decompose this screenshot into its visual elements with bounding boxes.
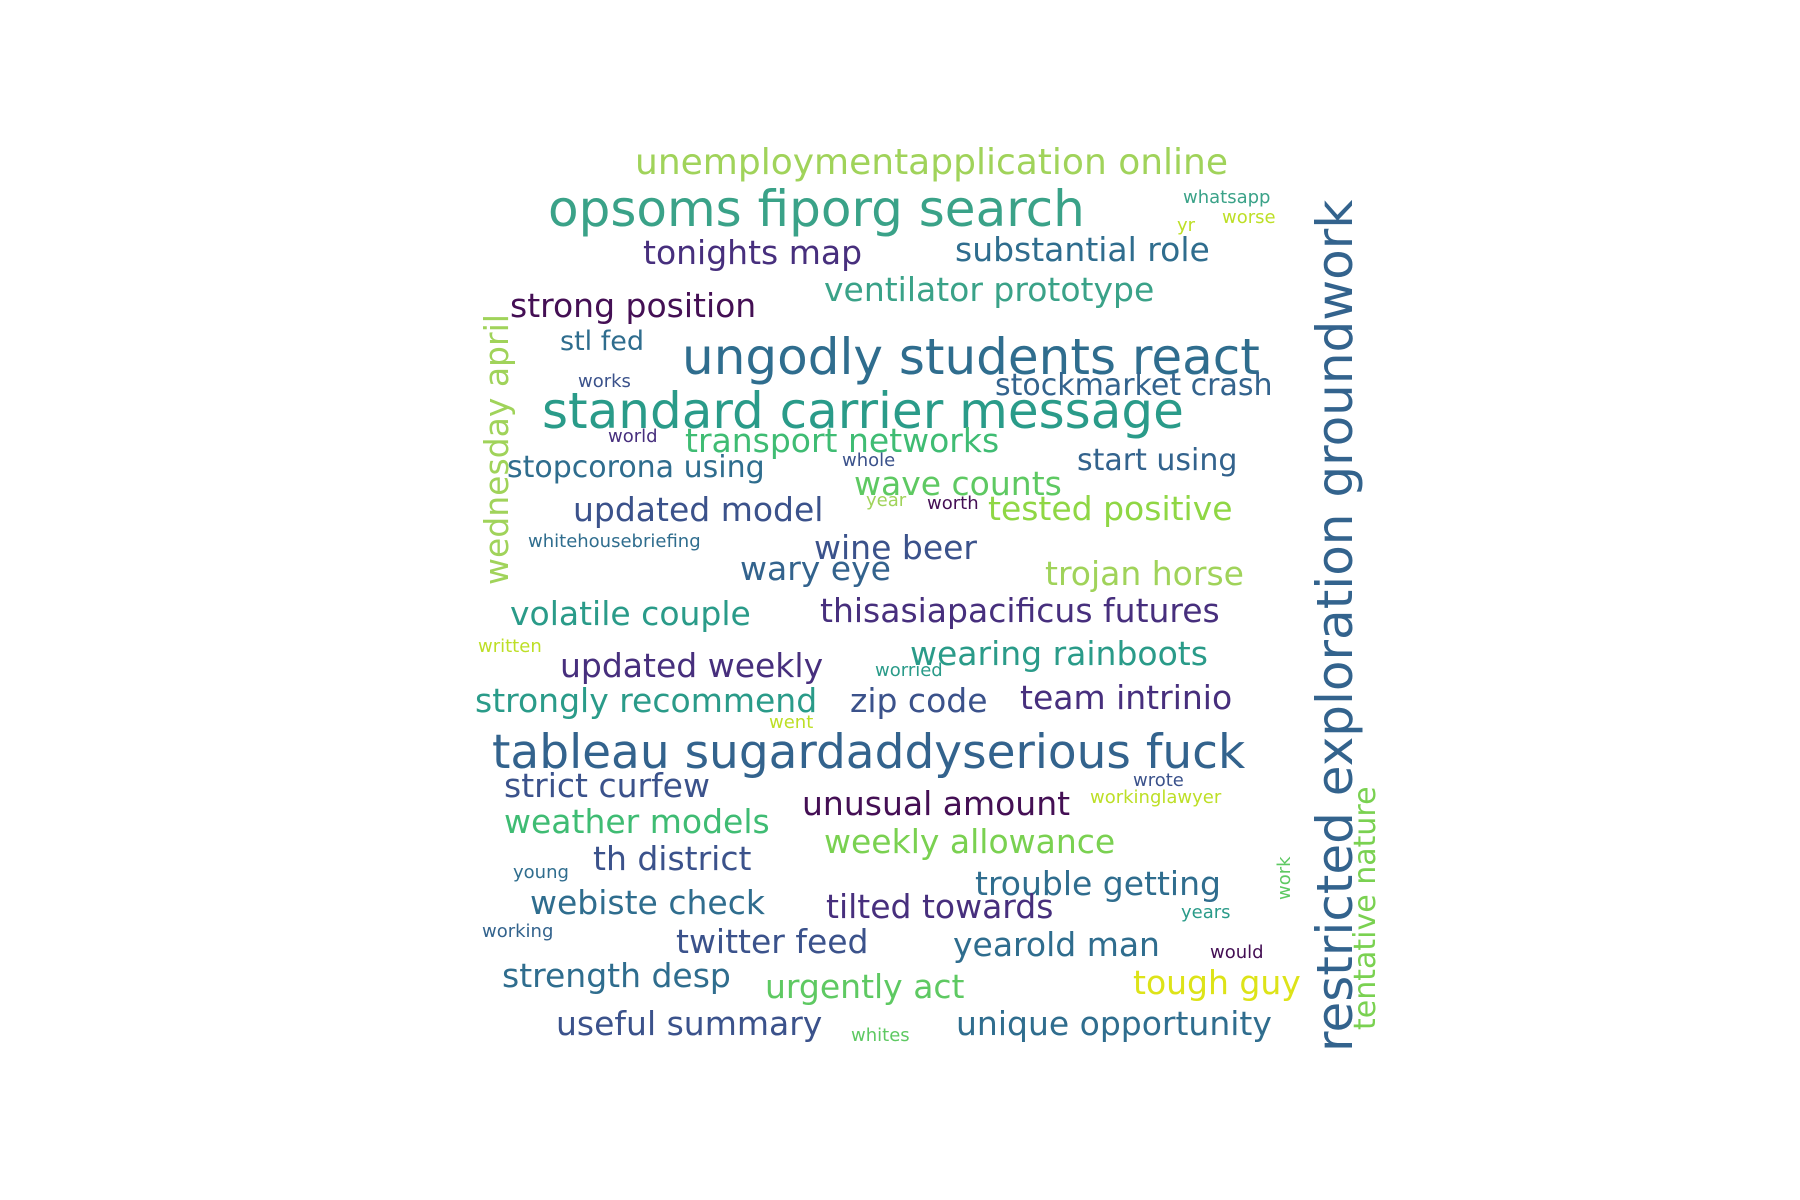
cloud-word: weekly allowance: [824, 822, 1115, 861]
cloud-word: wary eye: [740, 549, 891, 588]
cloud-word: strongly recommend: [475, 681, 817, 720]
cloud-word: unique opportunity: [956, 1004, 1272, 1043]
cloud-word: young: [513, 862, 569, 883]
cloud-word: years: [1181, 902, 1231, 923]
cloud-word: strict curfew: [504, 766, 710, 805]
cloud-word: wednesday april: [477, 314, 516, 585]
cloud-word: stockmarket crash: [995, 368, 1272, 403]
cloud-word: tilted towards: [826, 887, 1053, 926]
cloud-word: stl fed: [560, 326, 644, 357]
cloud-word: working: [482, 921, 553, 942]
cloud-word: work: [1274, 856, 1295, 900]
cloud-word: unemploymentapplication online: [635, 142, 1228, 183]
cloud-word: tentative nature: [1348, 786, 1383, 1030]
cloud-word: weather models: [504, 802, 770, 841]
cloud-word: team intrinio: [1020, 678, 1232, 717]
cloud-word: works: [578, 371, 631, 392]
cloud-word: whatsapp: [1183, 187, 1270, 208]
cloud-word: webiste check: [530, 883, 766, 922]
cloud-word: transport networks: [685, 421, 999, 460]
cloud-word: stopcorona using: [507, 450, 765, 485]
cloud-word: updated weekly: [560, 646, 823, 685]
cloud-word: tonights map: [643, 233, 862, 272]
cloud-word: wrote: [1133, 770, 1184, 791]
cloud-word: tableau sugardaddyserious fuck: [492, 725, 1246, 780]
cloud-word: trojan horse: [1045, 554, 1244, 593]
cloud-word: yr: [1177, 215, 1196, 236]
cloud-word: updated model: [573, 490, 823, 529]
cloud-word: start using: [1077, 443, 1237, 478]
cloud-word: zip code: [850, 681, 988, 720]
cloud-word: strong position: [510, 286, 756, 325]
cloud-word: worth: [927, 493, 979, 514]
cloud-word: tested positive: [988, 489, 1233, 528]
cloud-word: thisasiapacificus futures: [820, 591, 1220, 630]
cloud-word: tough guy: [1133, 963, 1301, 1002]
cloud-word: worse: [1222, 207, 1276, 228]
cloud-word: year: [866, 490, 907, 511]
cloud-word: volatile couple: [510, 594, 751, 633]
cloud-word: ventilator prototype: [824, 270, 1154, 309]
cloud-word: opsoms fiporg search: [548, 180, 1085, 238]
cloud-word: went: [769, 712, 813, 733]
cloud-word: worried: [875, 660, 943, 681]
cloud-word: trouble getting: [975, 864, 1221, 903]
cloud-word: th district: [593, 839, 751, 878]
cloud-word: written: [478, 636, 542, 657]
cloud-word: urgently act: [765, 967, 965, 1006]
cloud-word: wine beer: [814, 528, 977, 567]
cloud-word: whitehousebriefing: [528, 531, 701, 552]
cloud-word: wearing rainboots: [910, 634, 1208, 673]
cloud-word: strength desp: [502, 956, 731, 995]
cloud-word: twitter feed: [676, 922, 869, 961]
cloud-word: yearold man: [953, 925, 1160, 964]
cloud-word: would: [1210, 942, 1264, 963]
cloud-word: whole: [842, 450, 895, 471]
cloud-word: wave counts: [854, 464, 1062, 503]
cloud-word: ungodly students react: [682, 328, 1260, 386]
cloud-word: world: [608, 426, 658, 447]
cloud-word: workinglawyer: [1090, 787, 1222, 808]
cloud-word: useful summary: [556, 1004, 822, 1043]
cloud-word: unusual amount: [802, 784, 1070, 823]
cloud-word: restricted exploration groundwork: [1306, 200, 1364, 1052]
cloud-word: whites: [851, 1025, 910, 1046]
cloud-word: substantial role: [955, 230, 1210, 269]
cloud-word: standard carrier message: [542, 382, 1184, 440]
